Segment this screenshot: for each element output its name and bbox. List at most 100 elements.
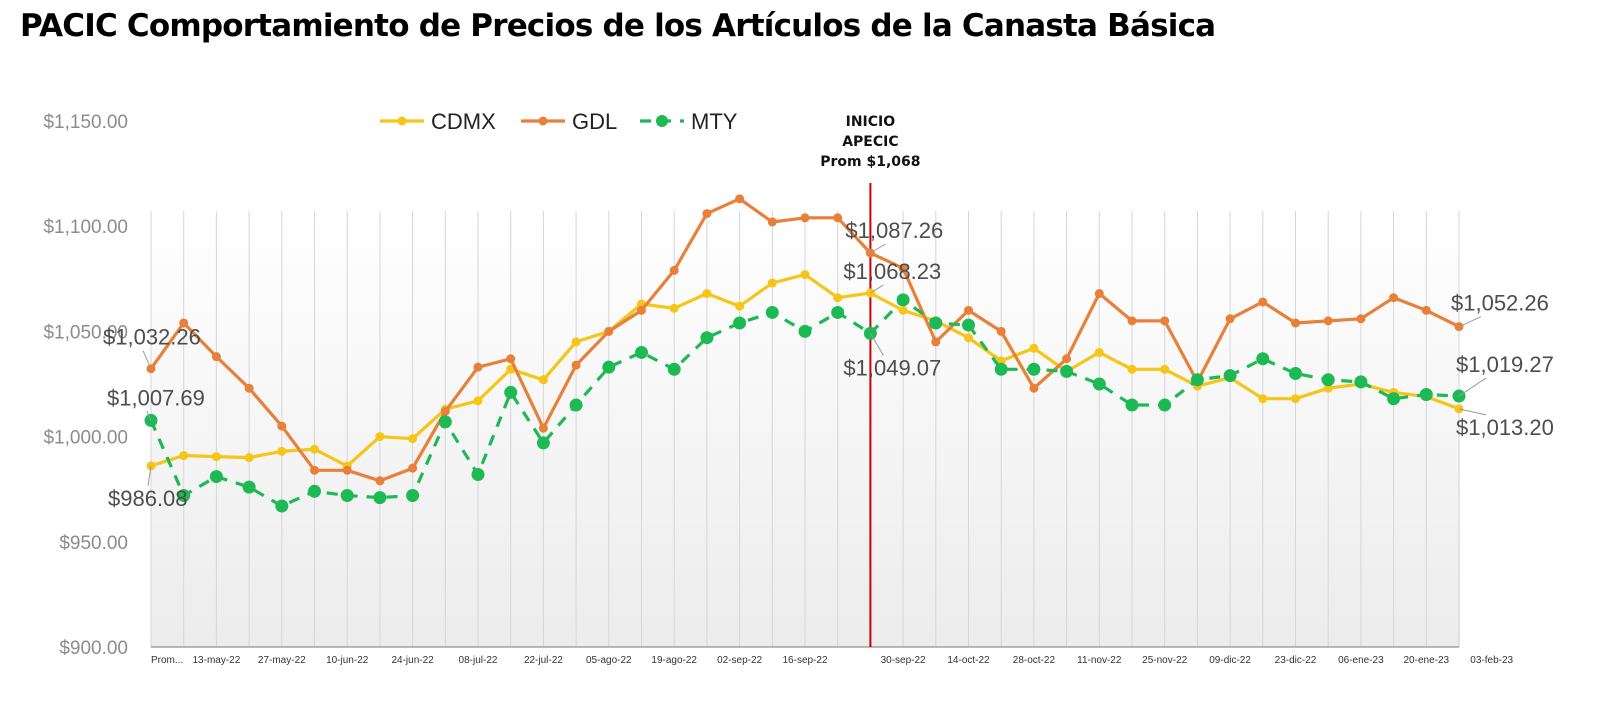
data-point-gdl <box>637 305 646 315</box>
y-tick-label: $1,000.00 <box>43 428 128 449</box>
data-point-mty <box>929 316 943 330</box>
data-point-gdl <box>1421 305 1431 315</box>
x-tick-label: 08-jul-22 <box>459 655 498 666</box>
data-point-mty <box>209 470 223 484</box>
data-point-gdl <box>1029 383 1039 393</box>
data-point-mty <box>1419 388 1433 402</box>
data-point-mty <box>1190 373 1204 387</box>
data-point-gdl <box>767 217 777 227</box>
x-tick-label: 19-ago-22 <box>651 655 697 666</box>
y-tick-label: $1,100.00 <box>43 217 128 238</box>
data-point-mty <box>536 436 550 450</box>
data-point-gdl <box>1258 297 1268 307</box>
data-point-mty <box>733 316 747 330</box>
data-point-mty <box>635 345 648 359</box>
data-point-mty <box>242 480 256 494</box>
data-point-mty <box>569 398 583 412</box>
data-point-gdl <box>473 362 483 372</box>
x-tick-label: 03-feb-23 <box>1470 655 1513 666</box>
data-point-mty <box>994 362 1008 376</box>
data-point-cdmx <box>1323 383 1333 393</box>
data-point-gdl <box>1291 318 1300 328</box>
data-point-cdmx <box>833 293 843 303</box>
data-point-cdmx <box>244 453 254 463</box>
data-label-leader <box>870 243 886 254</box>
marker-label: APECIC <box>842 134 898 150</box>
x-tick-label: 13-may-22 <box>192 655 240 666</box>
data-point-cdmx <box>898 305 908 315</box>
legend-label: CDMX <box>431 109 496 134</box>
data-point-mty <box>700 331 714 345</box>
axes: $900.00 $950.00 $1,000.00 $1,050.00 $1,100.0… <box>43 112 1513 666</box>
data-point-cdmx <box>1291 394 1300 404</box>
data-label-leader <box>1458 408 1487 416</box>
data-point-mty <box>340 489 354 503</box>
marker-label: INICIO <box>846 114 896 130</box>
data-point-cdmx <box>1127 364 1137 374</box>
data-label-leader <box>869 333 884 356</box>
data-point-mty <box>896 293 910 307</box>
data-point-gdl <box>408 463 418 473</box>
data-point-gdl <box>244 383 254 393</box>
data-point-gdl <box>571 360 581 370</box>
data-point-mty <box>1125 398 1139 412</box>
data-point-gdl <box>1062 354 1072 364</box>
data-point-mty <box>1092 377 1106 391</box>
data-point-gdl <box>669 265 679 275</box>
data-point-cdmx <box>408 434 418 444</box>
data-point-cdmx <box>538 375 548 385</box>
data-point-mty <box>308 484 321 498</box>
data-label-leader <box>142 350 152 369</box>
series-mty <box>144 293 1466 513</box>
data-point-gdl <box>440 406 450 416</box>
legend-swatch-marker <box>656 115 668 127</box>
data-point-gdl <box>800 213 810 223</box>
data-label: $1,087.26 <box>845 218 943 243</box>
data-point-gdl <box>833 213 843 223</box>
data-point-mty <box>471 467 485 481</box>
x-tick-label: 24-jun-22 <box>391 655 434 666</box>
x-tick-label: 28-oct-22 <box>1013 655 1056 666</box>
data-label-leader <box>1458 377 1487 397</box>
data-point-cdmx <box>179 451 189 461</box>
data-point-gdl <box>211 352 221 362</box>
data-labels: $1,032.26 $1,007.69 $986.08 $1,087.26 $1,068… <box>103 218 1554 511</box>
data-point-cdmx <box>702 289 712 299</box>
vertical-gridlines <box>150 211 1460 647</box>
x-tick-label: 25-nov-22 <box>1142 655 1187 666</box>
data-point-gdl <box>604 326 614 336</box>
data-point-mty <box>1223 369 1237 383</box>
data-point-mty <box>177 489 191 503</box>
legend-item-cdmx: CDMX <box>380 109 496 134</box>
data-point-cdmx <box>1160 364 1170 374</box>
data-label: $1,007.69 <box>107 385 205 410</box>
series-layer <box>144 194 1466 513</box>
vertical-marker: INICIO APECIC Prom $1,068 <box>820 114 921 647</box>
data-point-mty <box>1289 366 1302 380</box>
x-tick-label: 02-sep-22 <box>717 655 762 666</box>
data-point-gdl <box>1160 316 1170 326</box>
data-point-mty <box>1256 352 1270 366</box>
data-point-gdl <box>1127 316 1137 326</box>
x-tick-label: 22-jul-22 <box>524 655 563 666</box>
legend-item-gdl: GDL <box>521 109 617 134</box>
data-label: $1,019.27 <box>1456 352 1554 377</box>
data-point-mty <box>667 362 681 376</box>
data-point-gdl <box>1094 289 1104 299</box>
data-point-cdmx <box>1029 343 1039 353</box>
data-point-gdl <box>996 326 1006 336</box>
data-point-mty <box>406 489 420 503</box>
y-tick-label: $950.00 <box>59 533 128 554</box>
data-label: $1,032.26 <box>103 325 201 350</box>
data-label-leader <box>147 465 152 486</box>
data-point-cdmx <box>735 301 745 311</box>
data-label: $986.08 <box>108 486 188 511</box>
data-label: $1,049.07 <box>843 355 941 380</box>
data-point-mty <box>602 360 616 374</box>
data-label: $1,013.20 <box>1456 415 1554 440</box>
legend-swatch-marker <box>538 116 548 126</box>
data-point-cdmx <box>767 278 777 288</box>
data-point-gdl <box>931 337 941 347</box>
data-point-cdmx <box>571 337 581 347</box>
